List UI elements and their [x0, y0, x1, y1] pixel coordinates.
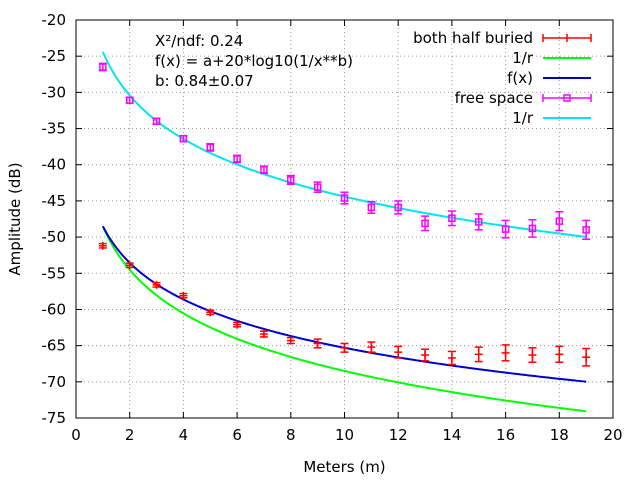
- y-tick-label: -35: [42, 120, 67, 138]
- marker-square: [528, 224, 537, 233]
- series-0-point: [259, 330, 268, 339]
- y-tick-label: -70: [42, 373, 67, 391]
- x-tick-label: 12: [389, 426, 408, 444]
- series-0-point: [152, 280, 161, 289]
- series-0-point: [286, 336, 295, 345]
- x-tick-label: 18: [550, 426, 569, 444]
- series-3-point: [555, 211, 564, 232]
- tick-labels: 0 2 4 6 8 10 12 14 16 18 20 -75 -70 -65 -60 -55 -50 -45 -4…: [42, 11, 623, 444]
- y-tick-label: -20: [42, 11, 67, 29]
- series-3-point: [340, 191, 349, 205]
- marker-square: [394, 203, 402, 212]
- series-0-point: [528, 347, 537, 364]
- y-axis-title: Amplitude (dB): [6, 162, 24, 275]
- series-3-point: [367, 200, 376, 214]
- series-0-point: [125, 261, 134, 270]
- series-3-point: [447, 210, 456, 227]
- series-0-point: [474, 346, 483, 363]
- x-tick-label: 2: [125, 426, 135, 444]
- annotation-chi2: X²/ndf: 0.24: [155, 32, 243, 50]
- series-0-point: [501, 344, 510, 362]
- series-3-point: [474, 213, 483, 231]
- marker-square: [367, 203, 376, 212]
- legend-label-1r-cyan: 1/r: [512, 109, 534, 127]
- marker-square: [582, 226, 590, 234]
- legend-label-both-half-buried: both half buried: [413, 29, 533, 47]
- series-3-point: [394, 200, 403, 215]
- series-0-point: [233, 320, 242, 329]
- y-tick-label: -40: [42, 156, 67, 174]
- legend-label-1r-green: 1/r: [512, 49, 534, 67]
- annotation-b: b: 0.84±0.07: [155, 72, 254, 90]
- x-tick-label: 10: [335, 426, 354, 444]
- series-curve-2: [101, 225, 587, 383]
- series-3-point: [501, 219, 510, 239]
- marker-square: [125, 96, 134, 105]
- fit-annotations: X²/ndf: 0.24 f(x) = a+20*log10(1/x**b) b…: [155, 32, 353, 90]
- series-0-point: [179, 291, 188, 300]
- marker-square: [233, 155, 241, 163]
- series-3-point: [259, 165, 268, 175]
- marker-square: [448, 214, 456, 223]
- x-tick-label: 4: [179, 426, 189, 444]
- series-0-point: [98, 241, 107, 250]
- series-3-point: [152, 117, 161, 126]
- series-0-point: [421, 348, 430, 362]
- series-0-point: [206, 308, 215, 317]
- y-tick-label: -45: [42, 192, 67, 210]
- x-tick-label: 0: [71, 426, 81, 444]
- marker-square: [313, 183, 322, 191]
- marker-square: [152, 117, 161, 126]
- marker-square: [421, 219, 429, 228]
- marker-square: [99, 63, 107, 71]
- y-tick-label: -25: [42, 47, 67, 65]
- x-tick-label: 14: [442, 426, 461, 444]
- series-3-point: [582, 219, 591, 241]
- series-3-point: [528, 218, 537, 238]
- series-0-point: [340, 342, 349, 353]
- series-3-point: [233, 154, 242, 164]
- marker-square: [287, 176, 295, 184]
- legend: both half buried 1/r f(x) free space 1/r: [413, 29, 592, 127]
- marker-square: [501, 225, 510, 233]
- marker-square: [179, 134, 188, 143]
- annotation-formula: f(x) = a+20*log10(1/x**b): [155, 52, 353, 70]
- x-tick-label: 20: [603, 426, 622, 444]
- marker-square: [206, 143, 214, 152]
- x-tick-label: 8: [286, 426, 296, 444]
- y-tick-label: -30: [42, 83, 67, 101]
- legend-label-fx: f(x): [507, 69, 533, 87]
- series-0-point: [313, 338, 322, 349]
- x-axis-title: Meters (m): [303, 458, 385, 476]
- y-tick-label: -65: [42, 337, 67, 355]
- y-tick-label: -55: [42, 264, 67, 282]
- marker-square: [555, 217, 564, 225]
- series-0-point: [394, 345, 403, 359]
- marker-square: [260, 166, 268, 174]
- series-0-point: [447, 350, 456, 366]
- legend-marker-square: [563, 94, 571, 102]
- y-tick-label: -60: [42, 300, 67, 318]
- y-tick-label: -50: [42, 228, 67, 246]
- ticks: [75, 19, 614, 419]
- series-3-point: [206, 142, 215, 152]
- series-3-point: [313, 181, 322, 193]
- x-tick-label: 16: [496, 426, 515, 444]
- series-3-point: [98, 62, 107, 72]
- marker-square: [475, 218, 483, 226]
- series-0-point: [367, 341, 376, 353]
- series-3-point: [179, 134, 188, 143]
- series-3-point: [421, 215, 430, 232]
- legend-label-free-space: free space: [455, 89, 533, 107]
- series-0-point: [582, 347, 591, 367]
- series-curve-1: [101, 225, 587, 413]
- marker-square: [340, 194, 349, 202]
- series-0-point: [555, 345, 564, 364]
- series-3-point: [125, 96, 134, 105]
- y-tick-label: -75: [42, 409, 67, 427]
- series-3-point: [286, 174, 295, 186]
- data-points: [98, 62, 591, 367]
- x-tick-label: 6: [232, 426, 242, 444]
